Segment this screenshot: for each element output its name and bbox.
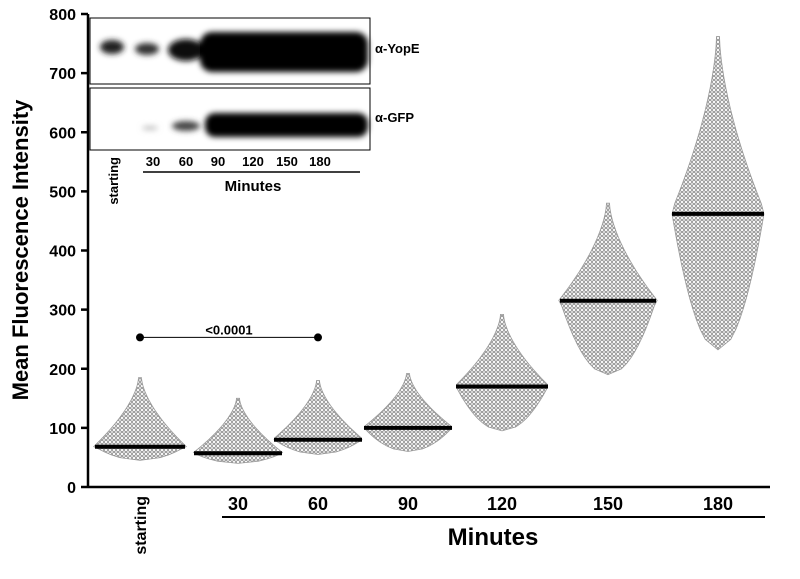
data-swarm — [558, 202, 658, 376]
data-swarm — [93, 377, 187, 461]
x-tick-label: 120 — [487, 494, 517, 514]
western-blot-inset: α-YopE α-GFP starting 30 60 90 120 150 180 Minute… — [89, 17, 420, 205]
annotation: <0.0001 — [205, 322, 252, 337]
y-axis-label: Mean Fluorescence Intensity — [8, 99, 33, 401]
x-group-label: Minutes — [448, 524, 539, 551]
inset-x-label: Minutes — [225, 178, 282, 195]
lane-label: 120 — [242, 154, 264, 169]
data-swarm — [192, 397, 284, 464]
y-tick-label: 300 — [49, 303, 76, 320]
y-tick-label: 200 — [49, 362, 76, 379]
blot-label: α-GFP — [375, 110, 414, 125]
x-tick-label: starting — [133, 496, 150, 555]
x-tick-label: 150 — [593, 494, 623, 514]
lane-label: 180 — [309, 154, 331, 169]
x-tick-label: 30 — [228, 494, 248, 514]
y-tick-label: 0 — [67, 480, 76, 497]
x-tick-label: 90 — [398, 494, 418, 514]
blot-bands — [100, 32, 368, 137]
lane-label: 60 — [179, 154, 193, 169]
lane-label: starting — [106, 157, 121, 205]
lane-label: 90 — [211, 154, 225, 169]
y-tick-label: 700 — [49, 66, 76, 83]
y-tick-label: 600 — [49, 125, 76, 142]
data-swarm — [456, 313, 548, 432]
blot-label: α-YopE — [375, 41, 420, 56]
lane-label: 150 — [276, 154, 298, 169]
bracket-end — [136, 333, 144, 342]
lane-label: 30 — [146, 154, 160, 169]
data-swarm — [363, 373, 453, 452]
y-tick-label: 100 — [49, 421, 76, 438]
y-tick-label: 400 — [49, 244, 76, 261]
x-tick-label: 180 — [703, 494, 733, 514]
y-tick-label: 800 — [49, 7, 76, 24]
data-swarm — [273, 380, 363, 455]
data-swarm — [671, 36, 765, 351]
y-tick-label: 500 — [49, 184, 76, 201]
bracket-end — [314, 333, 322, 342]
x-tick-label: 60 — [308, 494, 328, 514]
